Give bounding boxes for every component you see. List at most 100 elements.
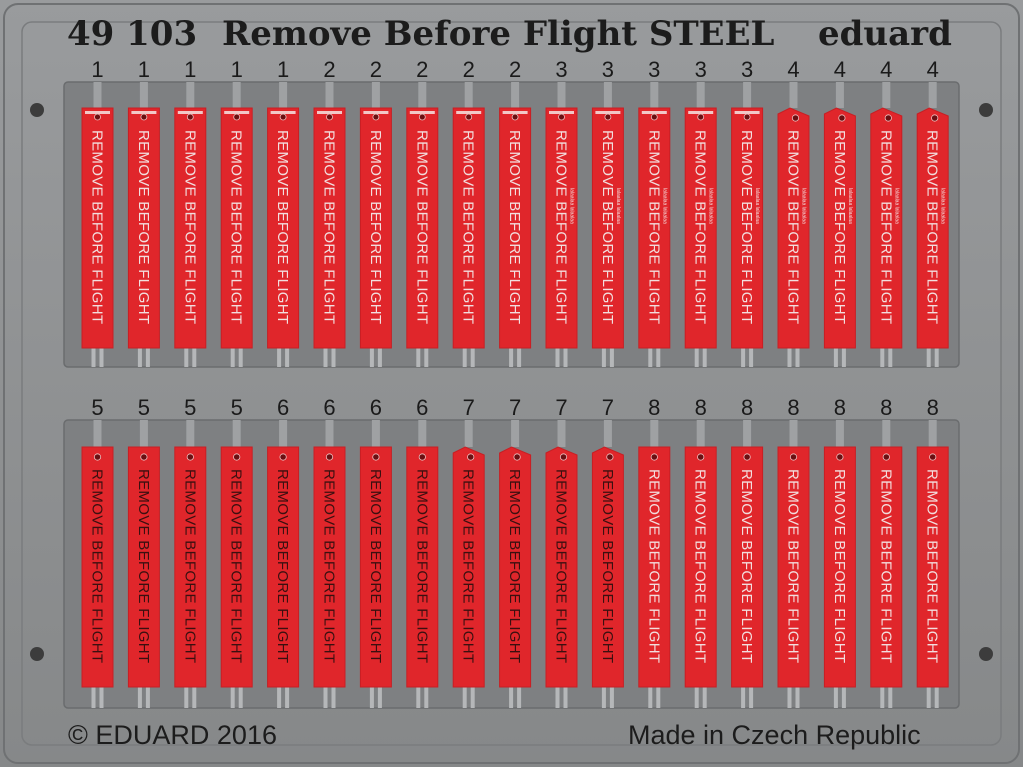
sprue-gate-bottom [741, 348, 746, 367]
tag-small-print: lalaalaa lalaalaa [754, 188, 760, 224]
sprue-gate-bottom [377, 687, 382, 708]
sprue-gate-bottom [424, 687, 429, 708]
tag-eyelet [418, 113, 426, 121]
sprue-gate-bottom [184, 687, 189, 708]
sprue-gate-bottom [934, 348, 939, 367]
tag-eyelet [93, 453, 102, 461]
remove-before-flight-tag [638, 446, 671, 688]
sprue-gate-bottom [238, 687, 243, 708]
remove-before-flight-tag [81, 446, 114, 688]
sprue-gate-bottom [238, 348, 243, 367]
tag-label: REMOVE BEFORE FLIGHT [924, 469, 941, 663]
remove-before-flight-tag [823, 446, 856, 688]
set-name: Remove Before Flight STEEL [222, 14, 775, 54]
remove-before-flight-tag [870, 446, 903, 688]
sprue-gate-bottom [145, 348, 150, 367]
sprue-gate-bottom [880, 687, 885, 708]
tag-label: REMOVE BEFORE FLIGHT [785, 130, 802, 324]
part-number-label: 1 [277, 57, 289, 82]
part-number-label: 1 [91, 57, 103, 82]
tag-eyelet [743, 113, 751, 121]
part-number-label: 4 [927, 57, 939, 82]
remove-before-flight-tag [777, 446, 810, 688]
sprue-gate-bottom [145, 687, 150, 708]
tag-eyelet [279, 453, 287, 461]
part-number-label: 8 [927, 395, 939, 420]
part-number-label: 3 [555, 57, 567, 82]
tag-label: REMOVE BEFORE FLIGHT [228, 469, 245, 663]
remove-before-flight-tag [777, 107, 810, 349]
part-number-label: 8 [880, 395, 892, 420]
tag-eyelet [467, 453, 475, 461]
tag-label: REMOVE BEFORE FLIGHT [135, 469, 152, 663]
sprue-gate-top [325, 420, 334, 447]
tag-hem-bar [177, 111, 203, 114]
sprue-gate-bottom [833, 687, 838, 708]
sprue-gate-bottom [656, 687, 661, 708]
tag-eyelet [650, 453, 658, 461]
sprue-gate-bottom [192, 687, 197, 708]
copyright-text: © EDUARD 2016 [68, 720, 277, 750]
remove-before-flight-tag [499, 107, 532, 349]
tag-label: REMOVE BEFORE FLIGHT [831, 130, 848, 324]
tag-label: REMOVE BEFORE FLIGHT [645, 130, 662, 324]
part-number-label: 2 [370, 57, 382, 82]
part-number-label: 7 [463, 395, 475, 420]
tag-label: REMOVE BEFORE FLIGHT [321, 469, 338, 663]
sprue-gate-bottom [934, 687, 939, 708]
tag-hem-bar [734, 111, 760, 114]
sprue-gate-bottom [416, 687, 421, 708]
sprue-gate-top [186, 420, 195, 447]
tag-small-print: lalaalaa lalaalaa [569, 188, 575, 224]
part-number-label: 7 [602, 395, 614, 420]
part-number-label: 1 [138, 57, 150, 82]
tag-eyelet [697, 453, 705, 461]
tag-label: REMOVE BEFORE FLIGHT [413, 130, 430, 324]
sprue-gate-bottom [880, 348, 885, 367]
sprue-gate-bottom [331, 687, 336, 708]
remove-before-flight-tag [684, 446, 717, 688]
sprue-gate-bottom [192, 348, 197, 367]
tag-row-1: 1 REMOVE BEFORE FLIGHT 1 REMOVE BEFORE FLIG… [81, 57, 949, 367]
tag-hem-bar [549, 111, 574, 114]
sprue-gate-top [789, 82, 798, 108]
sprue-gate-bottom [841, 687, 846, 708]
sprue-gate-bottom [749, 687, 754, 708]
sprue-gate-bottom [462, 687, 467, 708]
tag-label: REMOVE BEFORE FLIGHT [738, 469, 755, 663]
tag-eyelet [140, 113, 148, 121]
tag-eyelet [325, 453, 334, 461]
part-number-label: 3 [602, 57, 614, 82]
remove-before-flight-tag [731, 446, 764, 688]
tag-label: REMOVE BEFORE FLIGHT [181, 469, 198, 663]
sprue-gate-bottom [563, 348, 568, 367]
tag-small-print: lalaalaa lalaalaa [708, 188, 714, 224]
tag-eyelet [186, 113, 194, 121]
tag-eyelet [94, 113, 101, 121]
sprue-gate-top [835, 82, 844, 108]
part-number-label: 8 [648, 395, 660, 420]
tag-label: REMOVE BEFORE FLIGHT [181, 130, 198, 324]
remove-before-flight-tag [359, 107, 392, 349]
tag-hem-bar [456, 111, 482, 114]
tag-eyelet [233, 113, 241, 121]
tag-eyelet [279, 113, 287, 121]
tag-label: REMOVE BEFORE FLIGHT [877, 130, 894, 324]
part-number-label: 8 [834, 395, 846, 420]
sprue-gate-bottom [926, 687, 931, 708]
tag-row-2: 5 REMOVE BEFORE FLIGHT 5 REMOVE BEFORE FLIG… [81, 395, 949, 708]
set-number: 49 103 [67, 14, 197, 54]
sprue-gate-bottom [601, 348, 606, 367]
sprue-gate-bottom [137, 687, 142, 708]
tag-label: REMOVE BEFORE FLIGHT [692, 469, 709, 663]
tag-hem-bar [688, 111, 714, 114]
sprue-gate-top [418, 420, 427, 447]
sprue-gate-bottom [462, 348, 467, 367]
sprue-gate-top [371, 420, 380, 447]
tag-hem-bar [502, 111, 528, 114]
sprue-gate-bottom [702, 348, 707, 367]
tag-eyelet [140, 453, 148, 461]
part-number-label: 6 [370, 395, 382, 420]
tag-eyelet [326, 113, 333, 121]
remove-before-flight-tag [638, 107, 671, 349]
